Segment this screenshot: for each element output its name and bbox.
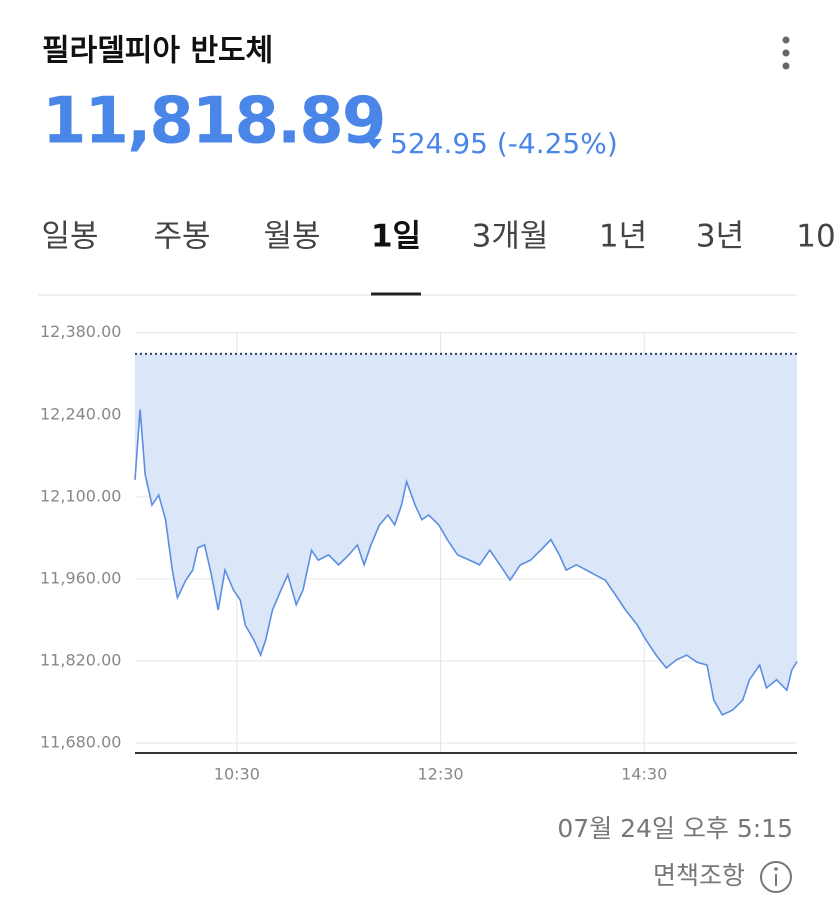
tab[interactable]: 3개월 [472,219,549,255]
y-tick-label: 11,960.00 [40,568,121,587]
menu-button[interactable] [782,36,790,70]
x-tick-label: 12:30 [417,765,463,784]
tab[interactable]: 1년 [599,219,647,255]
y-tick-label: 11,680.00 [40,733,121,752]
tab[interactable]: 주봉 [153,219,210,255]
change: 524.95 (-4.25%) [390,127,618,160]
timestamp: 07월 24일 오후 5:15 [557,814,793,843]
price-line [134,409,798,716]
price: 11,818.89 [42,85,384,159]
tab[interactable]: 1일 [371,219,421,255]
tab[interactable]: 일봉 [41,219,98,255]
y-tick-label: 12,100.00 [40,486,121,505]
disclaimer[interactable]: 면책조항 [653,861,745,890]
x-tick-label: 10:30 [214,765,260,784]
y-tick-label: 12,380.00 [40,322,121,341]
tab[interactable]: 월봉 [263,219,320,255]
tab[interactable]: 3년 [696,219,744,255]
area-fill [135,353,797,715]
x-tick-label: 14:30 [621,765,667,784]
down-arrow [366,139,382,149]
y-tick-label: 11,820.00 [40,650,121,669]
y-tick-label: 12,240.00 [40,404,121,423]
info-icon[interactable] [760,861,792,893]
title: 필라델피아 반도체 [42,34,273,69]
tab[interactable]: 10 [796,219,835,255]
